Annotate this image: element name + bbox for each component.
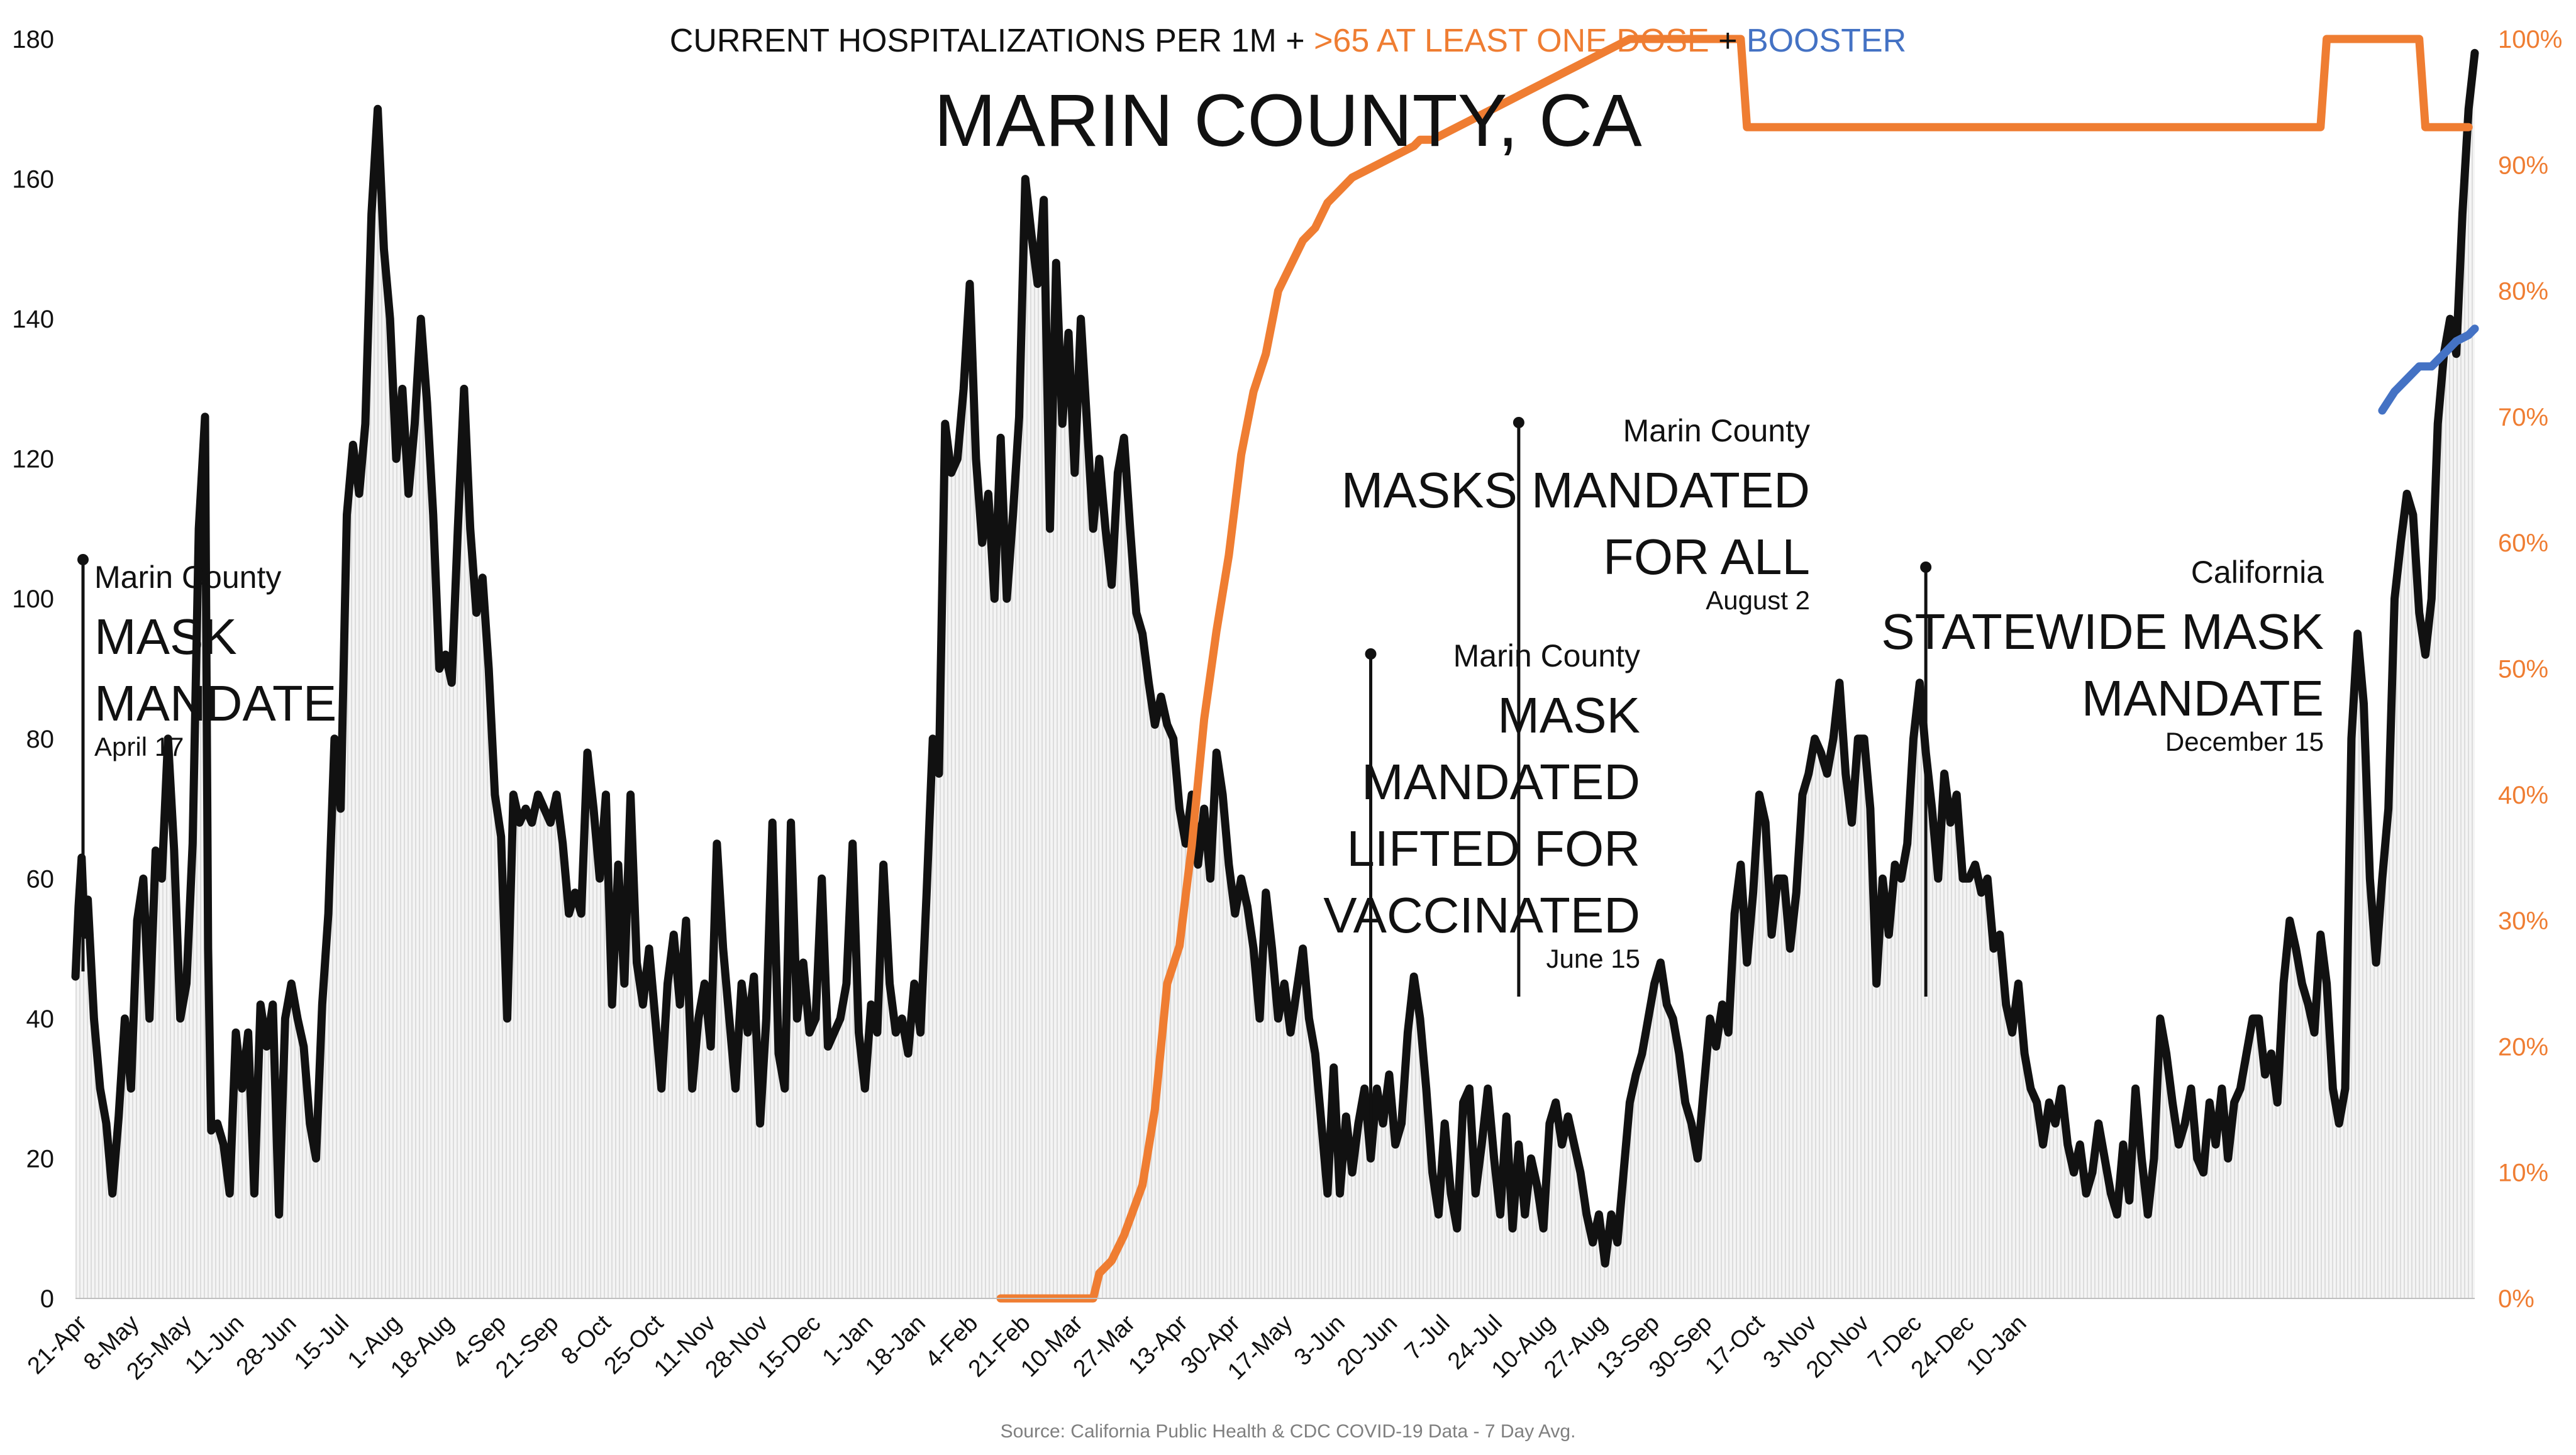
y-left-tick-label: 0 <box>40 1285 54 1313</box>
annotation-headline-line: MANDATE <box>2082 670 2324 726</box>
y-right-tick-label: 50% <box>2498 656 2548 683</box>
y-right-tick-label: 40% <box>2498 782 2548 809</box>
y-right-tick-label: 60% <box>2498 529 2548 557</box>
annotation-headline-line: STATEWIDE MASK <box>1881 604 2324 660</box>
subtitle-dose: >65 AT LEAST ONE DOSE <box>1314 23 1709 59</box>
y-left-tick-label: 100 <box>12 585 54 613</box>
x-tick-label: 21-Apr <box>23 1310 92 1380</box>
annotation-marker-dot <box>77 554 89 565</box>
y-right-tick-label: 30% <box>2498 907 2548 935</box>
y-right-tick-label: 90% <box>2498 152 2548 179</box>
annotation-date: August 2 <box>1706 585 1810 615</box>
annotation-place: California <box>2191 555 2324 590</box>
annotation-place: Marin County <box>1453 638 1640 673</box>
annotation-date: December 15 <box>2165 727 2324 756</box>
series-layer <box>71 35 2479 1303</box>
annotation-place: Marin County <box>94 560 281 595</box>
y-left-tick-label: 180 <box>12 26 54 53</box>
y-left-tick-label: 80 <box>26 726 55 753</box>
annotation-headline-line: MANDATE <box>94 675 336 731</box>
x-tick-label: 18-Jan <box>860 1310 931 1380</box>
annotation-marker-dot <box>1365 648 1377 660</box>
annotation-date: April 17 <box>94 732 184 761</box>
subtitle-hospitalizations: CURRENT HOSPITALIZATIONS PER 1M + <box>670 23 1314 59</box>
annotation-place: Marin County <box>1623 413 1810 448</box>
annotation-headline-line: VACCINATED <box>1323 887 1640 943</box>
y-right-tick-label: 80% <box>2498 278 2548 306</box>
x-tick-label: 10-Jan <box>1962 1310 2032 1380</box>
annotation-headline-line: MANDATED <box>1362 754 1640 810</box>
y-right-tick-label: 0% <box>2498 1285 2534 1313</box>
y-right-tick-label: 20% <box>2498 1033 2548 1061</box>
annotation-date: June 15 <box>1546 944 1640 973</box>
y-left-tick-label: 120 <box>12 446 54 473</box>
booster-line <box>2378 324 2479 415</box>
x-tick-label: 15-Jul <box>289 1310 354 1375</box>
annotation-marker-dot <box>1920 562 1932 573</box>
dose-65-line <box>996 35 2473 1303</box>
annotation-headline-line: LIFTED FOR <box>1346 821 1640 877</box>
y-left-tick-label: 140 <box>12 306 54 333</box>
annotation-headline-line: MASKS MANDATED <box>1341 462 1810 518</box>
source-note: Source: California Public Health & CDC C… <box>1001 1421 1576 1442</box>
subtitle-booster: BOOSTER <box>1746 23 1906 59</box>
x-tick-label: 13-Apr <box>1123 1310 1193 1380</box>
subtitle-plus: + <box>1709 23 1746 59</box>
x-tick-label: 20-Jun <box>1332 1310 1402 1380</box>
y-left-tick-label: 20 <box>26 1145 55 1173</box>
chart-subtitle: CURRENT HOSPITALIZATIONS PER 1M + >65 AT… <box>670 23 1906 59</box>
x-tick-label: 17-Oct <box>1700 1310 1770 1380</box>
y-right-tick-label: 10% <box>2498 1159 2548 1187</box>
y-left-tick-label: 60 <box>26 865 55 893</box>
annotation-headline-line: MASK <box>94 609 237 665</box>
y-right-tick-label: 70% <box>2498 404 2548 431</box>
y-left-tick-label: 160 <box>12 166 54 194</box>
annotation-headline-line: MASK <box>1497 687 1640 743</box>
annotation-headline-line: FOR ALL <box>1603 529 1810 585</box>
y-right-tick-label: 100% <box>2498 26 2562 53</box>
hospitalizations-line <box>71 48 2479 1268</box>
y-left-tick-label: 40 <box>26 1005 55 1033</box>
x-tick-label: 28-Jun <box>231 1310 302 1380</box>
chart-title: MARIN COUNTY, CA <box>934 79 1642 162</box>
annotation-marker-dot <box>1513 417 1524 428</box>
